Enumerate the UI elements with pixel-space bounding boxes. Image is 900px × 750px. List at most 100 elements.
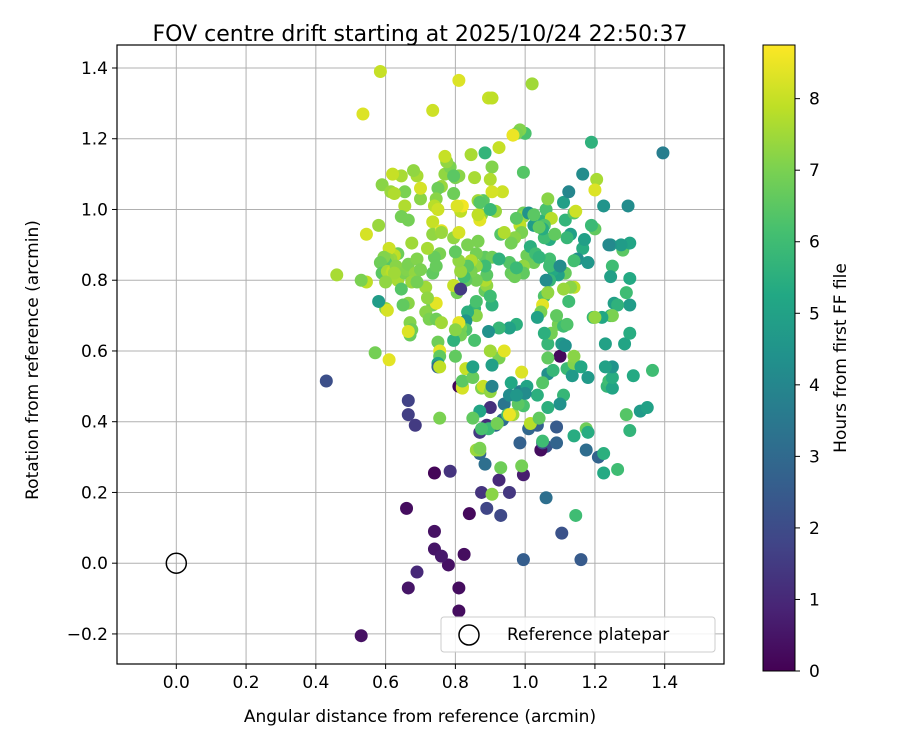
data-point: [447, 169, 461, 183]
data-point: [464, 148, 478, 162]
data-point: [448, 323, 462, 337]
data-point: [466, 360, 480, 374]
colorbar: 0 1 2 3 4 5 6 7 8 Hours from first FF file: [762, 44, 851, 682]
data-point: [527, 208, 541, 222]
data-point: [569, 204, 583, 218]
data-point: [420, 291, 434, 305]
data-point: [450, 199, 464, 213]
data-point: [427, 524, 441, 538]
data-point: [471, 208, 485, 222]
data-point: [483, 202, 497, 216]
data-point: [401, 408, 415, 422]
data-point: [354, 273, 368, 287]
data-point: [359, 227, 373, 241]
data-point: [541, 286, 555, 300]
data-point: [468, 171, 482, 185]
data-point: [541, 401, 555, 415]
data-point: [398, 185, 412, 199]
x-tick-label: 0.2: [233, 673, 260, 693]
data-point: [373, 256, 387, 270]
data-point: [611, 298, 625, 312]
y-tick-label: 0.0: [81, 554, 108, 574]
data-point: [482, 325, 496, 339]
data-point: [656, 146, 670, 160]
data-point: [605, 381, 619, 395]
data-point: [539, 273, 553, 287]
data-point: [387, 187, 401, 201]
data-point: [426, 103, 440, 117]
y-tick-label: 0.6: [81, 342, 108, 362]
data-point: [396, 298, 410, 312]
data-point: [414, 192, 427, 206]
data-point: [379, 275, 393, 289]
data-point: [560, 231, 574, 245]
data-point: [431, 202, 445, 216]
data-point: [473, 441, 487, 455]
data-point: [375, 178, 389, 192]
data-point: [466, 411, 480, 425]
data-point: [438, 149, 452, 163]
data-point: [558, 213, 572, 227]
data-point: [560, 317, 574, 331]
data-point: [555, 526, 569, 540]
data-point: [590, 172, 604, 186]
data-point: [626, 369, 640, 383]
data-point: [485, 91, 499, 105]
data-point: [492, 321, 506, 335]
data-point: [319, 374, 333, 388]
data-point: [584, 135, 598, 149]
data-point: [483, 289, 497, 303]
data-point: [579, 443, 593, 457]
colorbar-tick-label: 1: [809, 590, 820, 610]
data-point: [619, 408, 633, 422]
data-point: [485, 379, 499, 393]
data-point: [427, 466, 441, 480]
data-point: [401, 581, 415, 595]
data-point: [429, 259, 443, 273]
data-point: [621, 199, 635, 213]
data-point: [494, 461, 508, 475]
y-axis-label: Rotation from reference (arcmin): [23, 220, 43, 500]
legend-box: [440, 616, 716, 653]
y-tick-label: 0.8: [81, 271, 108, 291]
data-point: [618, 337, 632, 351]
data-point: [588, 310, 602, 324]
x-tick-label: 1.2: [581, 673, 608, 693]
colorbar-tick-label: 3: [809, 447, 820, 467]
data-point: [454, 264, 468, 278]
data-point: [434, 316, 448, 330]
data-point: [473, 195, 487, 209]
data-point: [457, 547, 471, 561]
data-point: [407, 164, 421, 178]
data-point: [530, 388, 544, 402]
data-point: [490, 416, 504, 430]
x-tick-label: 0.6: [372, 673, 399, 693]
legend: Reference platepar: [440, 616, 716, 653]
data-point: [466, 370, 480, 384]
colorbar-gradient: [762, 44, 796, 672]
data-point: [532, 220, 546, 234]
data-point: [598, 337, 612, 351]
data-point: [497, 225, 511, 239]
data-point: [443, 464, 457, 478]
data-point: [504, 376, 518, 390]
data-point: [605, 259, 619, 273]
data-point: [494, 508, 508, 522]
x-axis-ticks: 0.0 0.2 0.4 0.6 0.8 1.0 1.2 1.4: [163, 664, 678, 693]
data-point: [574, 360, 588, 374]
data-point: [469, 294, 483, 308]
data-point: [577, 233, 591, 247]
data-point: [452, 73, 466, 87]
data-point: [368, 346, 382, 360]
colorbar-label: Hours from first FF file: [831, 263, 851, 453]
data-point: [558, 339, 572, 353]
colorbar-tick-label: 2: [809, 519, 820, 539]
colorbar-tick-label: 8: [809, 90, 820, 110]
data-point: [372, 218, 386, 232]
legend-marker: [458, 624, 480, 646]
data-point: [550, 436, 564, 450]
colorbar-tick-label: 0: [809, 662, 820, 682]
data-point: [434, 549, 448, 563]
data-point: [509, 261, 523, 275]
